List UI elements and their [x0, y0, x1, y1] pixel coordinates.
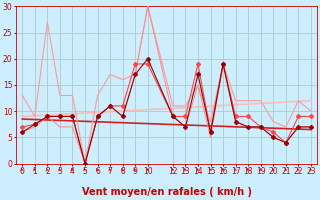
- X-axis label: Vent moyen/en rafales ( km/h ): Vent moyen/en rafales ( km/h ): [82, 187, 252, 197]
